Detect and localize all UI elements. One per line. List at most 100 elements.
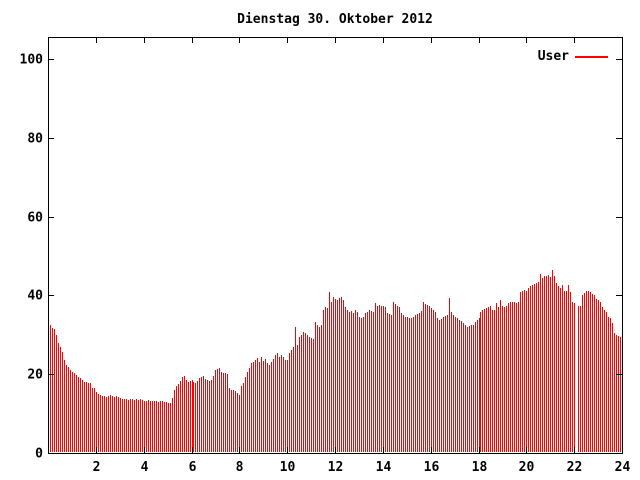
bar	[80, 378, 81, 452]
bar	[532, 285, 533, 452]
bar	[488, 307, 489, 452]
bar	[566, 291, 567, 452]
bar	[594, 295, 595, 452]
x-tick-label: 8	[236, 460, 244, 475]
bar	[239, 395, 240, 452]
bar	[68, 367, 69, 452]
bar	[536, 283, 537, 452]
bar	[550, 277, 551, 452]
bar	[62, 352, 63, 452]
bar	[245, 377, 246, 452]
bar	[508, 303, 509, 452]
bar	[492, 310, 493, 452]
bar	[180, 381, 181, 452]
bar	[148, 400, 149, 452]
bar	[389, 314, 390, 452]
bar	[600, 302, 601, 452]
bar	[311, 338, 312, 452]
bar	[435, 312, 436, 452]
bar	[341, 297, 342, 452]
bar	[285, 360, 286, 452]
bar	[138, 400, 139, 452]
bar	[616, 335, 617, 452]
bar	[544, 276, 545, 452]
y-tick-label: 20	[27, 368, 43, 383]
bar	[154, 401, 155, 452]
bar	[423, 302, 424, 452]
bar	[90, 383, 91, 452]
bar	[64, 360, 65, 452]
bar	[524, 290, 525, 452]
bar	[387, 313, 388, 452]
bar	[401, 313, 402, 452]
bar	[411, 318, 412, 452]
bar	[209, 381, 210, 452]
bar	[417, 314, 418, 452]
bar	[70, 370, 71, 452]
bar	[614, 333, 615, 452]
bar	[415, 315, 416, 452]
x-tick-label: 2	[93, 460, 101, 475]
bar	[443, 317, 444, 452]
bar	[247, 372, 248, 452]
bar	[76, 375, 77, 452]
bar	[463, 323, 464, 452]
bar	[237, 393, 238, 452]
bar	[174, 390, 175, 452]
bar	[373, 312, 374, 452]
bar	[480, 312, 481, 452]
bar	[313, 339, 314, 452]
legend-line-icon	[575, 56, 608, 58]
bar	[580, 306, 581, 452]
bar	[54, 329, 55, 452]
bar	[289, 353, 290, 452]
bar	[562, 285, 563, 452]
bar	[168, 403, 169, 452]
bar	[538, 282, 539, 452]
bar	[457, 318, 458, 452]
bar	[347, 310, 348, 452]
bar	[267, 363, 268, 452]
bar	[215, 370, 216, 452]
bar	[327, 308, 328, 452]
bar	[84, 382, 85, 452]
bar	[385, 307, 386, 452]
bar	[584, 293, 585, 452]
bar	[437, 318, 438, 452]
bar	[78, 377, 79, 452]
bar	[203, 376, 204, 452]
bar	[469, 326, 470, 452]
bar	[58, 343, 59, 452]
bar	[451, 312, 452, 452]
bar	[265, 359, 266, 452]
legend-label: User	[537, 49, 569, 64]
bar	[317, 325, 318, 452]
bar	[540, 274, 541, 452]
bar	[459, 320, 460, 452]
bar	[419, 313, 420, 452]
bar	[399, 307, 400, 452]
bar	[72, 372, 73, 452]
bar	[190, 381, 191, 452]
bar	[393, 302, 394, 452]
bar	[395, 304, 396, 452]
x-tick-label: 4	[141, 460, 149, 475]
bar	[287, 360, 288, 452]
bar	[110, 395, 111, 452]
bar	[205, 379, 206, 452]
bar	[496, 303, 497, 452]
bar	[502, 306, 503, 452]
y-tick-label: 0	[35, 447, 43, 462]
bar	[299, 337, 300, 452]
bar	[60, 347, 61, 452]
bar	[506, 306, 507, 452]
bar	[473, 325, 474, 452]
bar	[453, 315, 454, 452]
bar	[225, 373, 226, 452]
bar	[560, 288, 561, 452]
bar	[184, 376, 185, 452]
bar	[554, 276, 555, 452]
bar	[241, 386, 242, 452]
